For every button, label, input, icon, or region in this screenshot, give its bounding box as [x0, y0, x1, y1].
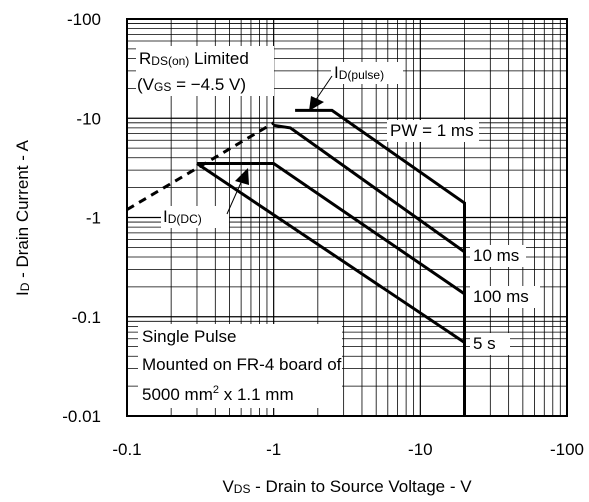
y-tick-label: -100 [67, 10, 101, 29]
x-axis-title: VDS - Drain to Source Voltage - V [222, 477, 472, 496]
y-axis-title: ID - Drain Current - A [13, 139, 32, 296]
pw-10ms-label: 10 ms [473, 246, 519, 265]
y-tick-label: -1 [86, 209, 101, 228]
x-tick-label: -10 [408, 440, 433, 459]
note-line-2: Mounted on FR-4 board of [142, 355, 342, 374]
x-tick-label: -100 [550, 440, 584, 459]
vgs-label: (VGS = −4.5 V) [137, 75, 246, 94]
x-tick-label: -0.1 [112, 440, 141, 459]
pw-5s-label: 5 s [473, 334, 496, 353]
y-tick-label: -10 [76, 109, 101, 128]
pw-100ms-label: 100 ms [473, 287, 529, 306]
y-tick-label: -0.1 [72, 308, 101, 327]
y-tick-label: -0.01 [62, 407, 101, 426]
pw-1ms-label: PW = 1 ms [390, 121, 474, 140]
x-tick-label: -1 [266, 440, 281, 459]
note-line-1: Single Pulse [142, 327, 237, 346]
